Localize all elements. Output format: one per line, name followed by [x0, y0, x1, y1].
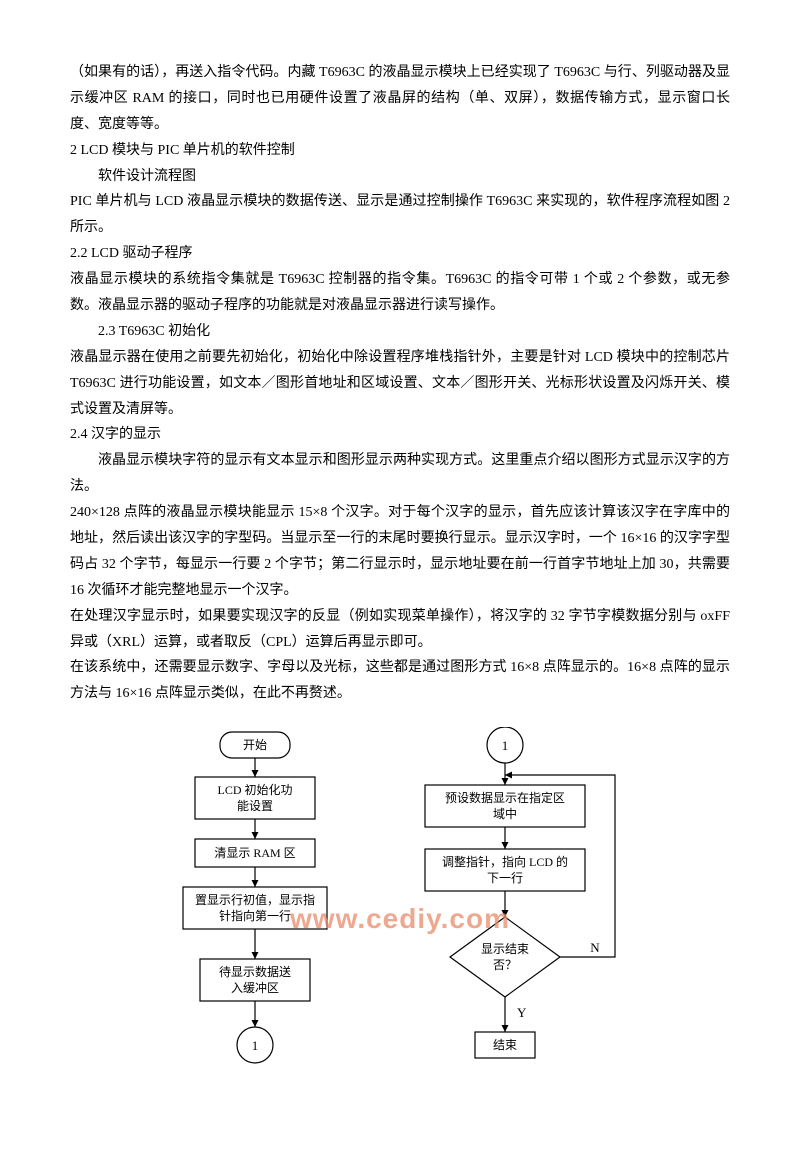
diamond-label: 否？ — [493, 958, 517, 972]
box-label: 能设置 — [237, 799, 273, 813]
connector-label: 1 — [502, 738, 509, 753]
heading-2-2: 2.2 LCD 驱动子程序 — [70, 241, 730, 267]
paragraph: PIC 单片机与 LCD 液晶显示模块的数据传送、显示是通过控制操作 T6963… — [70, 189, 730, 241]
flowchart-left: 开始 LCD 初始化功 能设置 清显示 RAM 区 置显示行初值，显示指 针指向… — [165, 727, 345, 1127]
paragraph: （如果有的话），再送入指令代码。内藏 T6963C 的液晶显示模块上已经实现了 … — [70, 60, 730, 138]
paragraph: 在处理汉字显示时，如果要实现汉字的反显（例如实现菜单操作），将汉字的 32 字节… — [70, 604, 730, 656]
paragraph: 液晶显示模块的系统指令集就是 T6963C 控制器的指令集。T6963C 的指令… — [70, 267, 730, 319]
box-label: 清显示 RAM 区 — [214, 846, 295, 860]
subheading: 软件设计流程图 — [70, 164, 730, 190]
connector-label: 1 — [252, 1038, 259, 1053]
heading-2-3: 2.3 T6963C 初始化 — [70, 319, 730, 345]
paragraph: 240×128 点阵的液晶显示模块能显示 15×8 个汉字。对于每个汉字的显示，… — [70, 500, 730, 604]
box-label: LCD 初始化功 — [217, 783, 292, 797]
end-label: 结束 — [493, 1038, 517, 1052]
start-label: 开始 — [243, 738, 267, 752]
box-label: 域中 — [493, 806, 517, 821]
box-label: 调整指针，指向 LCD 的 — [442, 854, 568, 869]
box-label: 待显示数据送 — [219, 964, 291, 979]
paragraph: 在该系统中，还需要显示数字、字母以及光标，这些都是通过图形方式 16×8 点阵显… — [70, 655, 730, 707]
box-label: 入缓冲区 — [231, 980, 279, 995]
yes-label: Y — [517, 1005, 527, 1020]
box-label: 针指向第一行 — [219, 908, 291, 923]
paragraph: 液晶显示模块字符的显示有文本显示和图形显示两种实现方式。这里重点介绍以图形方式显… — [70, 448, 730, 500]
diamond-label: 显示结束 — [481, 942, 529, 956]
box-label: 置显示行初值，显示指 — [195, 892, 315, 907]
box-label: 下一行 — [487, 871, 523, 885]
heading-2-4: 2.4 汉字的显示 — [70, 422, 730, 448]
no-label: N — [590, 940, 600, 955]
flowchart-right: 1 预设数据显示在指定区 域中 调整指针，指向 LCD 的 下一行 显示结束 否… — [405, 727, 635, 1127]
paragraph: 液晶显示器在使用之前要先初始化，初始化中除设置程序堆栈指针外，主要是针对 LCD… — [70, 345, 730, 423]
flowchart-container: 开始 LCD 初始化功 能设置 清显示 RAM 区 置显示行初值，显示指 针指向… — [70, 727, 730, 1127]
box-label: 预设数据显示在指定区 — [445, 790, 565, 805]
heading-2: 2 LCD 模块与 PIC 单片机的软件控制 — [70, 138, 730, 164]
